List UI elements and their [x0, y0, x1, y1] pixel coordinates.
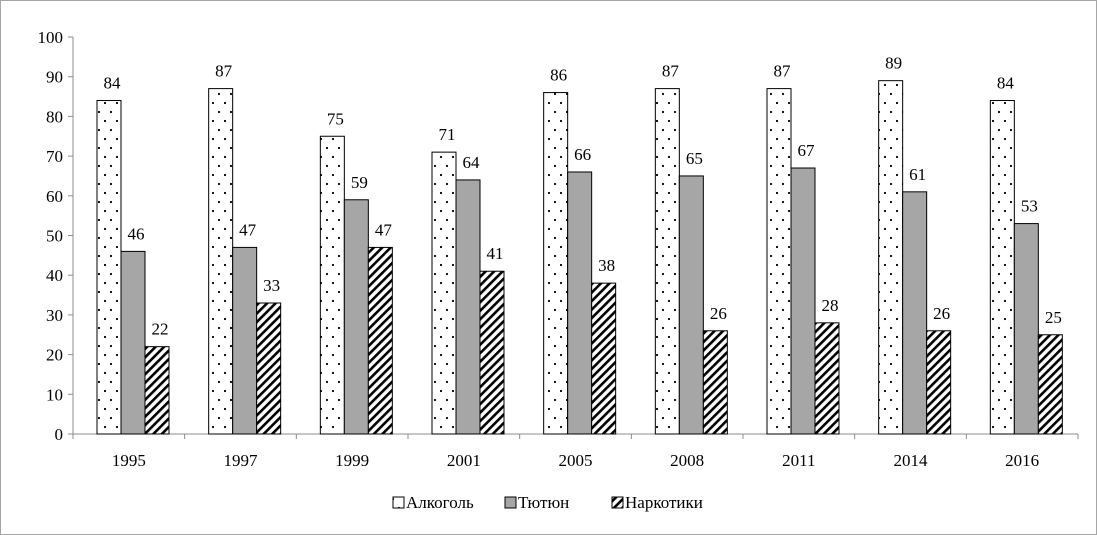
legend-label: Наркотики — [625, 493, 703, 512]
bar-3 — [814, 322, 840, 435]
bars — [96, 80, 1063, 435]
data-label: 64 — [463, 153, 481, 172]
y-tick-label: 80 — [46, 107, 63, 126]
y-tick-label: 50 — [46, 227, 63, 246]
data-label: 75 — [327, 109, 344, 128]
legend-swatch — [504, 496, 517, 509]
x-tick-label: 2016 — [1005, 451, 1039, 470]
bar-2 — [678, 175, 704, 435]
data-label: 61 — [909, 165, 926, 184]
bar-3 — [256, 302, 282, 435]
bar-3 — [144, 346, 170, 435]
bar-1 — [208, 88, 234, 435]
bar-1 — [96, 100, 122, 435]
bar-3 — [367, 246, 393, 435]
bar-2 — [232, 246, 258, 435]
y-tick-label: 10 — [46, 385, 63, 404]
data-label: 65 — [686, 149, 703, 168]
data-label: 53 — [1021, 197, 1038, 216]
data-label: 47 — [375, 220, 393, 239]
y-tick-label: 30 — [46, 306, 63, 325]
bar-1 — [766, 88, 792, 435]
bar-3 — [591, 282, 617, 435]
data-labels: 84 87 75 71 86 87 87 89 84 46 47 59 64 66 65 67 61 53 22 33… — [104, 54, 1062, 339]
bar-1 — [878, 80, 904, 435]
bar-1 — [989, 100, 1015, 435]
data-label: 87 — [662, 62, 680, 81]
data-label: 66 — [574, 145, 591, 164]
data-label: 41 — [487, 244, 504, 263]
bar-2 — [902, 191, 928, 435]
data-label: 84 — [997, 74, 1015, 93]
bar-3 — [702, 330, 728, 435]
y-tick-label: 60 — [46, 187, 63, 206]
data-label: 71 — [439, 125, 456, 144]
bar-1 — [654, 88, 680, 435]
bar-2 — [567, 171, 593, 435]
x-tick-label: 1997 — [224, 451, 259, 470]
bar-2 — [120, 250, 146, 435]
bar-2 — [790, 167, 816, 435]
data-label: 87 — [215, 62, 233, 81]
data-label: 47 — [239, 220, 257, 239]
y-tick-label: 70 — [46, 147, 63, 166]
data-label: 33 — [263, 276, 280, 295]
bar-3 — [479, 270, 505, 435]
x-tick-label: 2001 — [447, 451, 481, 470]
legend-label: Алкоголь — [406, 493, 474, 512]
legend-label: Тютюн — [518, 493, 569, 512]
data-label: 22 — [152, 320, 169, 339]
legend-swatch — [611, 496, 624, 509]
legend: Алкоголь Тютюн Наркотики — [392, 493, 703, 512]
bar-3 — [1037, 334, 1063, 435]
x-tick-label: 1995 — [112, 451, 146, 470]
data-label: 67 — [798, 141, 816, 160]
x-tick-label: 2014 — [894, 451, 929, 470]
y-tick-label: 90 — [46, 68, 63, 87]
bar-1 — [543, 92, 569, 435]
data-label: 86 — [550, 66, 567, 85]
bar-3 — [926, 330, 952, 435]
y-tick-label: 100 — [38, 28, 64, 47]
bar-2 — [343, 199, 369, 435]
data-label: 87 — [774, 62, 792, 81]
x-tick-label: 1999 — [335, 451, 369, 470]
x-tick-label: 2008 — [670, 451, 704, 470]
y-tick-label: 0 — [55, 425, 64, 444]
data-label: 26 — [933, 304, 950, 323]
bar-2 — [455, 179, 481, 435]
y-tick-label: 40 — [46, 266, 63, 285]
legend-swatch — [392, 496, 405, 509]
data-label: 84 — [104, 74, 122, 93]
data-label: 26 — [710, 304, 727, 323]
data-label: 46 — [128, 224, 145, 243]
data-label: 38 — [598, 256, 615, 275]
x-tick-label: 2011 — [782, 451, 815, 470]
bar-1 — [431, 151, 457, 435]
x-tick-label: 2005 — [559, 451, 593, 470]
data-label: 25 — [1045, 308, 1062, 327]
data-label: 59 — [351, 173, 368, 192]
bar-1 — [319, 135, 345, 435]
y-tick-label: 20 — [46, 346, 63, 365]
data-label: 89 — [885, 54, 902, 73]
bar-2 — [1013, 223, 1039, 435]
data-label: 28 — [822, 296, 839, 315]
